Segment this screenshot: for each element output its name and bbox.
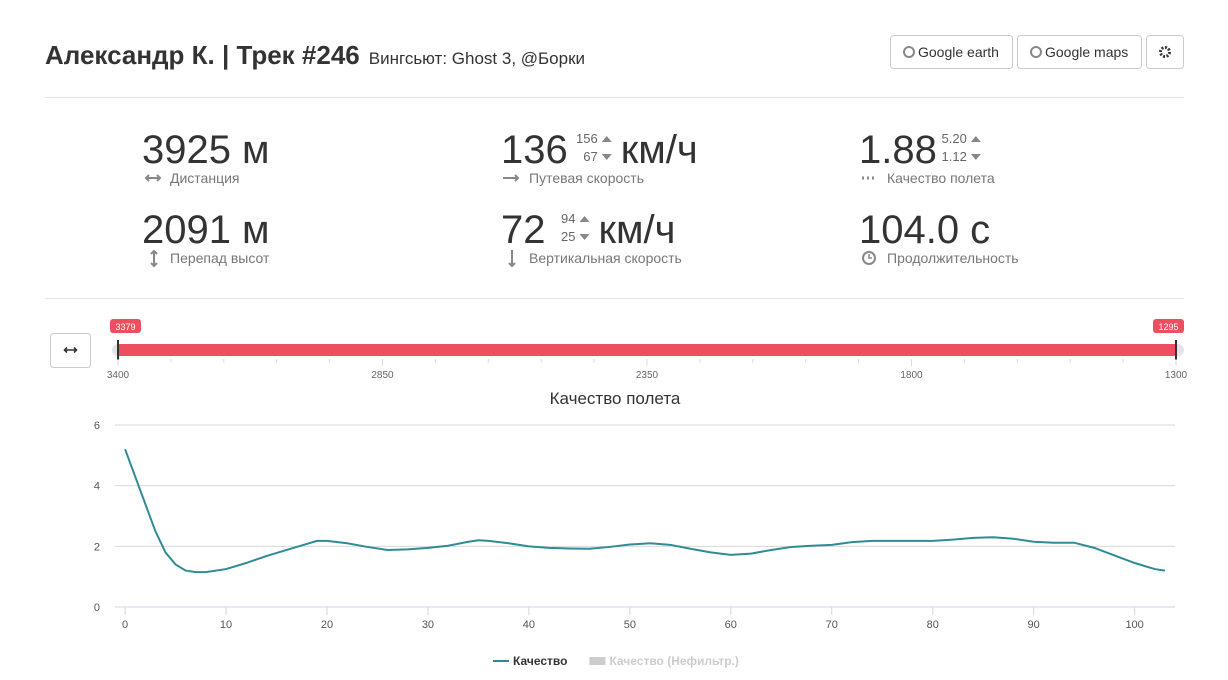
down-arrow (970, 154, 981, 160)
slider-grid-label: 2850 (371, 370, 394, 381)
stat-value: 1.88 (859, 128, 937, 172)
y-tick-label: 6 (94, 420, 100, 432)
stat-min: 25 (561, 229, 575, 244)
stat-label: Дистанция (170, 170, 240, 186)
stat-min: 67 (583, 149, 597, 164)
stat-unit: км/ч (621, 128, 698, 172)
stat-label: Вертикальная скорость (529, 250, 682, 266)
handle-label: 3379 (115, 322, 135, 332)
y-tick-label: 2 (94, 541, 100, 553)
slider-grid-label: 2350 (636, 370, 659, 381)
button-label: Google maps (1045, 44, 1128, 60)
down-arrow (579, 234, 590, 240)
x-tick-label: 10 (220, 619, 232, 631)
legend-item[interactable]: Качество (Нефильтр.) (589, 654, 739, 668)
x-tick-label: 0 (122, 619, 128, 631)
stat-max: 94 (561, 211, 575, 226)
x-tick-label: 60 (725, 619, 737, 631)
page-subtitle: Вингсьют: Ghost 3, @Борки (369, 49, 585, 68)
stat-max: 5.20 (942, 131, 967, 146)
x-tick-label: 30 (422, 619, 434, 631)
y-tick-label: 4 (94, 481, 100, 493)
x-tick-label: 20 (321, 619, 333, 631)
legend-item[interactable]: Качество (493, 654, 567, 668)
x-tick-label: 70 (826, 619, 838, 631)
settings-button[interactable] (1146, 35, 1184, 69)
y-tick-label: 0 (94, 602, 100, 614)
up-arrow (579, 216, 590, 222)
up-arrow (601, 136, 612, 142)
series-line (124, 448, 1166, 574)
handle-badge (1153, 319, 1184, 333)
button-label: Google earth (918, 44, 999, 60)
x-tick-label: 90 (1028, 619, 1040, 631)
page-title: Александр К. | Трек #246 (45, 40, 360, 70)
stat-value: 104.0 (859, 208, 959, 252)
stat-label: Путевая скорость (529, 170, 644, 186)
down-arrow (601, 154, 612, 160)
handle-badge (110, 319, 141, 333)
up-arrow (970, 136, 981, 142)
stat-label: Качество полета (887, 170, 995, 186)
range-toggle-button[interactable] (50, 333, 91, 368)
stat-icons (144, 174, 876, 268)
slider-grid-label: 1800 (900, 370, 923, 381)
x-tick-label: 80 (927, 619, 939, 631)
stat-min: 1.12 (942, 149, 967, 164)
stat-max: 156 (576, 131, 598, 146)
x-tick-label: 50 (624, 619, 636, 631)
stat-unit: с (970, 208, 990, 252)
legend-label: Качество (Нефильтр.) (609, 654, 738, 668)
stat-unit: м (242, 128, 270, 172)
stat-unit: м (242, 208, 270, 252)
slider-bar (118, 344, 1176, 356)
google-maps-button[interactable]: Google maps (1017, 35, 1142, 69)
handle-label: 1295 (1158, 322, 1178, 332)
chart-title: Качество полета (550, 389, 681, 408)
stat-label: Перепад высот (170, 250, 270, 266)
stat-value: 2091 (142, 208, 231, 252)
google-earth-button[interactable]: Google earth (890, 35, 1013, 69)
slider-grid-label: 1300 (1165, 370, 1188, 381)
stat-unit: км/ч (599, 208, 676, 252)
stat-value: 136 (501, 128, 568, 172)
stat-value: 3925 (142, 128, 231, 172)
x-tick-label: 40 (523, 619, 535, 631)
stat-value: 72 (501, 208, 546, 252)
stat-label: Продолжительность (887, 250, 1019, 266)
x-tick-label: 100 (1125, 619, 1143, 631)
legend-label: Качество (513, 654, 567, 668)
slider-grid-label: 3400 (107, 370, 130, 381)
